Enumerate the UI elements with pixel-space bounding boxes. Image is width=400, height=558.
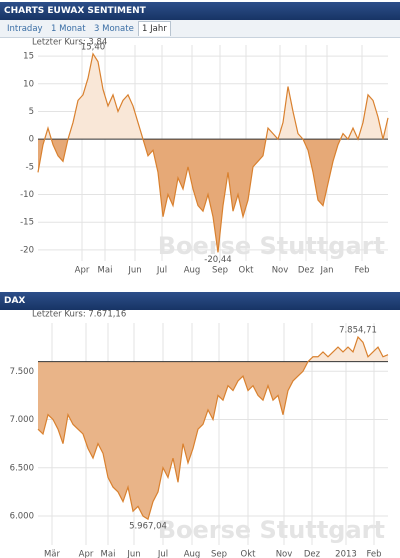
y-tick-label: -10 [20,190,34,200]
y-tick-label: 15 [23,52,34,62]
x-tick-label: Mai [98,266,113,276]
y-tick-label: 6.000 [10,512,34,522]
y-tick-label: 5 [29,107,34,117]
x-tick-label: Mär [44,550,61,558]
area-below [38,361,388,520]
line [37,52,389,253]
y-tick-label: -15 [20,218,34,228]
x-tick-label: Nov [272,266,289,276]
area-above [308,337,388,362]
line [37,335,389,521]
y-tick-label: 10 [23,79,34,89]
x-tick-label: Jan [319,266,333,276]
x-tick-label: Feb [354,266,369,276]
y-tick-label: 7.500 [10,367,34,377]
header: CHARTS EUWAX SENTIMENT [0,2,400,20]
tab[interactable]: 1 Jahr [138,21,171,36]
x-tick-label: Apr [79,550,94,558]
x-tick-label: Sep [212,266,228,276]
x-tick-label: Aug [184,266,201,276]
tab-bar: Intraday 1 Monat 3 Monate 1 Jahr [0,20,400,38]
annotation: -20,44 [204,255,231,265]
tab[interactable]: 3 Monate [94,24,134,34]
x-tick-label: Mai [101,550,116,558]
watermark: Boerse Stuttgart [158,516,385,544]
last-price: Letzter Kurs: 7.671,16 [32,310,126,320]
annotation: 15,40 [81,42,105,52]
annotation: 7.854,71 [339,326,377,336]
watermark: Boerse Stuttgart [158,232,385,260]
last-price: Letzter Kurs: 3,84 [32,38,107,48]
x-tick-label: Sep [211,550,227,558]
y-tick-label: -20 [20,245,34,255]
area-above [44,53,388,140]
x-tick-label: Jun [126,550,140,558]
x-tick-label: Dez [304,550,321,558]
annotation: 5.967,04 [129,522,167,532]
x-tick-label: Nov [276,550,293,558]
x-tick-label: Aug [184,550,201,558]
x-tick-label: Apr [75,266,90,276]
y-tick-label: 7.000 [10,415,34,425]
x-tick-label: Feb [366,550,381,558]
area-below [38,139,388,253]
x-tick-label: Jul [156,266,167,276]
x-tick-label: 2013 [335,550,357,558]
x-tick-label: Okt [241,550,257,558]
x-tick-label: Dez [298,266,315,276]
y-tick-label: 0 [29,135,34,145]
tab[interactable]: 1 Monat [51,24,86,34]
x-tick-label: Jun [127,266,141,276]
y-tick-label: 6.500 [10,463,34,473]
header: DAX [0,292,400,310]
tab[interactable]: Intraday [7,24,43,34]
x-tick-label: Okt [239,266,255,276]
y-tick-label: -5 [26,162,34,172]
x-tick-label: Jul [157,550,168,558]
